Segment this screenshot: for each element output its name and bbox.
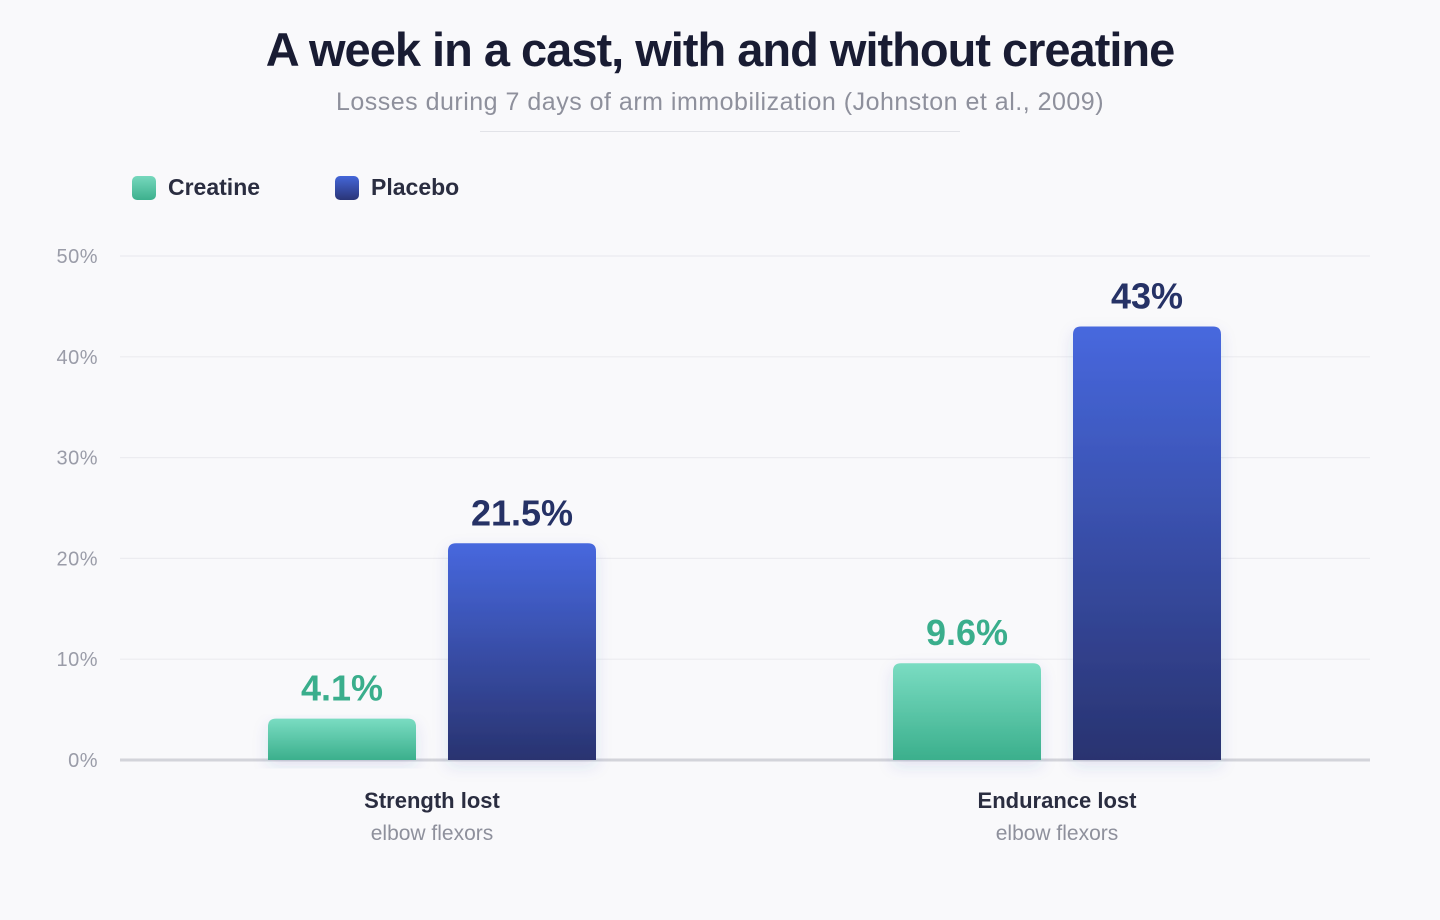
y-tick-label: 50% [56, 246, 98, 268]
value-labels: 4.1% 21.5% 9.6% 43% [301, 276, 1183, 709]
bar-creatine [893, 663, 1041, 760]
legend-swatch-placebo [335, 175, 359, 200]
bar-creatine [268, 718, 416, 760]
legend-item-placebo: Placebo [335, 174, 459, 201]
legend-item-creatine: Creatine [132, 174, 260, 201]
value-label-creatine: 4.1% [301, 668, 383, 709]
chart-title: A week in a cast, with and without creat… [265, 23, 1176, 76]
category-sublabel: elbow flexors [996, 822, 1119, 845]
y-tick-label: 30% [56, 448, 98, 470]
category-labels: Strength lost elbow flexors Endurance lost… [364, 788, 1137, 845]
y-tick-label: 0% [68, 750, 98, 772]
legend-label-placebo: Placebo [371, 174, 460, 200]
category-sublabel: elbow flexors [371, 822, 494, 845]
category-label: Endurance lost [978, 788, 1138, 813]
chart-subtitle: Losses during 7 days of arm immobilizati… [335, 88, 1105, 116]
bars [268, 326, 1221, 760]
bar-placebo [1073, 326, 1221, 760]
value-label-creatine: 9.6% [926, 612, 1008, 653]
y-tick-label: 20% [56, 548, 98, 570]
y-axis-ticks: 0% 10% 20% 30% 40% 50% [56, 246, 98, 772]
legend-label-creatine: Creatine [168, 174, 261, 200]
y-tick-label: 40% [56, 347, 98, 369]
y-tick-label: 10% [56, 649, 98, 671]
value-label-placebo: 43% [1111, 276, 1183, 317]
title-divider [480, 131, 960, 132]
category-label: Strength lost [364, 788, 500, 813]
bar-placebo [448, 543, 596, 760]
value-label-placebo: 21.5% [471, 492, 573, 533]
legend-swatch-creatine [132, 175, 156, 200]
